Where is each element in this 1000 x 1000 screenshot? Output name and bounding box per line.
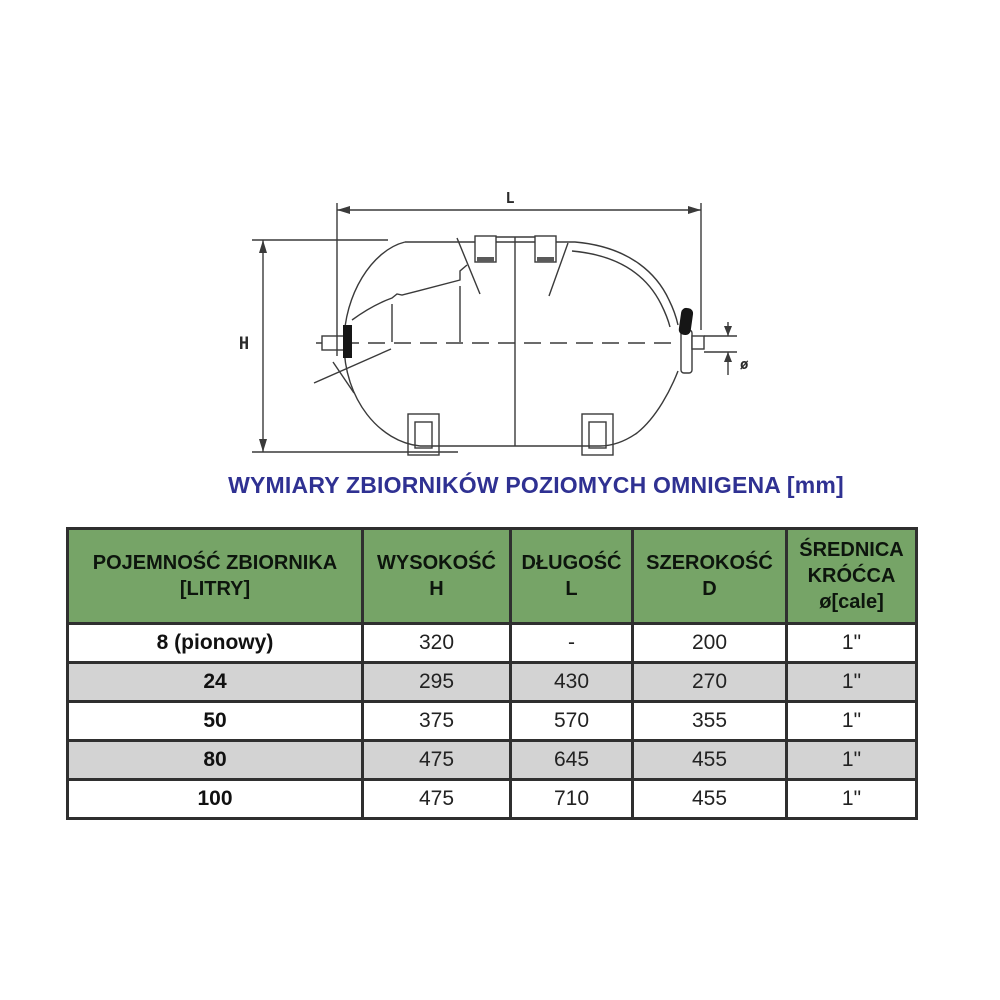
length-cell: - — [509, 622, 634, 664]
spec-table: POJEMNOŚĆ ZBIORNIKA [LITRY] WYSOKOŚĆ H D… — [66, 527, 918, 820]
capacity-cell: 50 — [66, 700, 364, 742]
width-cell: 200 — [631, 622, 788, 664]
spec-row: 50 375 570 355 1" — [66, 700, 918, 742]
height-cell: 295 — [361, 661, 512, 703]
leader-lines — [313, 237, 569, 394]
spec-row: 24 295 430 270 1" — [66, 661, 918, 703]
column-header-diameter: ŚREDNICA KRÓĆCA ø[cale] — [785, 527, 918, 625]
bladder-line — [351, 264, 468, 342]
height-cell: 320 — [361, 622, 512, 664]
column-header-height: WYSOKOŚĆ H — [361, 527, 512, 625]
left-connection-port — [321, 325, 352, 358]
capacity-cell: 80 — [66, 739, 364, 781]
right-connection-port — [678, 307, 705, 374]
spec-table-wrapper: POJEMNOŚĆ ZBIORNIKA [LITRY] WYSOKOŚĆ H D… — [66, 527, 918, 820]
column-header-capacity: POJEMNOŚĆ ZBIORNIKA [LITRY] — [66, 527, 364, 625]
capacity-cell: 100 — [66, 778, 364, 820]
diameter-cell: 1" — [785, 739, 918, 781]
spec-row: 8 (pionowy) 320 - 200 1" — [66, 622, 918, 664]
capacity-cell: 24 — [66, 661, 364, 703]
width-cell: 355 — [631, 700, 788, 742]
height-cell: 375 — [361, 700, 512, 742]
column-header-length: DŁUGOŚĆ L — [509, 527, 634, 625]
height-cell: 475 — [361, 778, 512, 820]
diameter-dimension: ø — [704, 322, 749, 375]
column-header-width: SZEROKOŚĆ D — [631, 527, 788, 625]
length-cell: 570 — [509, 700, 634, 742]
dimension-label-length: L — [505, 189, 514, 207]
dimension-label-height: H — [239, 334, 249, 354]
length-cell: 430 — [509, 661, 634, 703]
spec-row: 80 475 645 455 1" — [66, 739, 918, 781]
diameter-cell: 1" — [785, 700, 918, 742]
support-feet — [407, 413, 614, 456]
diameter-cell: 1" — [785, 622, 918, 664]
top-brackets — [474, 235, 557, 263]
tank-dimension-diagram: L H ø — [239, 189, 749, 456]
diagram-caption: WYMIARY ZBIORNIKÓW POZIOMYCH OMNIGENA [m… — [228, 472, 844, 498]
length-dimension: L — [336, 189, 702, 356]
width-cell: 455 — [631, 778, 788, 820]
height-dimension: H — [239, 239, 458, 453]
capacity-cell: 8 (pionowy) — [66, 622, 364, 664]
width-cell: 270 — [631, 661, 788, 703]
height-cell: 475 — [361, 739, 512, 781]
tank-outline — [343, 241, 679, 447]
width-cell: 455 — [631, 739, 788, 781]
length-cell: 645 — [509, 739, 634, 781]
dimension-label-diameter: ø — [740, 357, 749, 373]
diameter-cell: 1" — [785, 661, 918, 703]
length-cell: 710 — [509, 778, 634, 820]
header-row: POJEMNOŚĆ ZBIORNIKA [LITRY] WYSOKOŚĆ H D… — [66, 527, 918, 625]
spec-row: 100 475 710 455 1" — [66, 778, 918, 820]
diameter-cell: 1" — [785, 778, 918, 820]
